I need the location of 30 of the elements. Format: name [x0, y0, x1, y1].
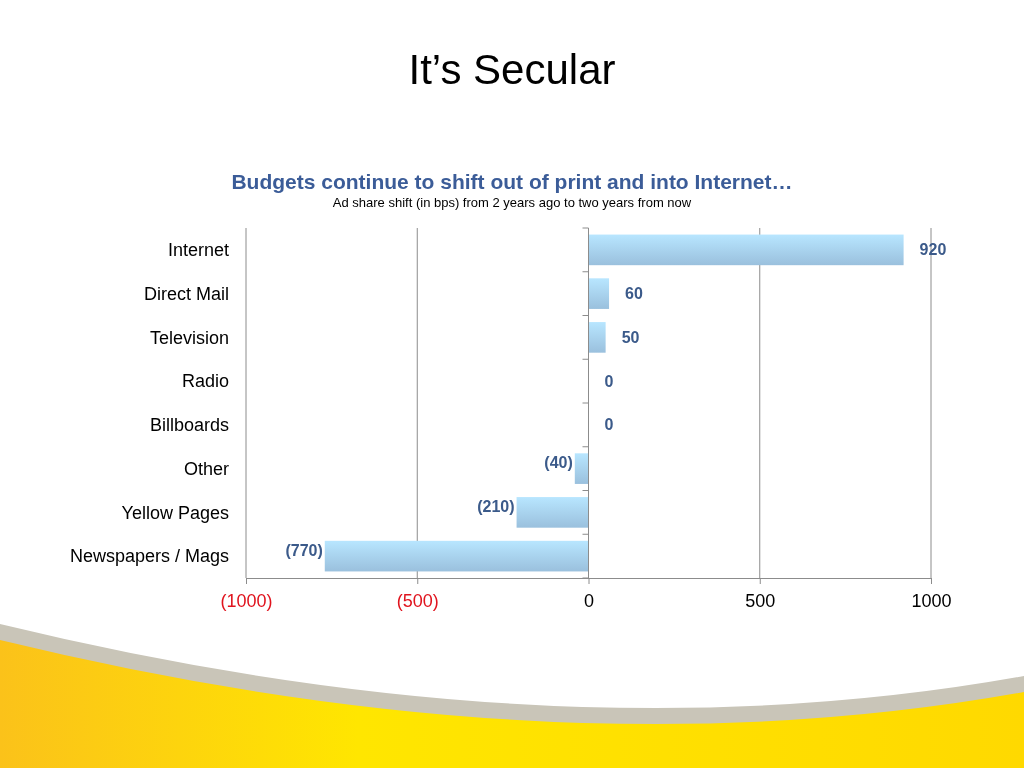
y-tick-label: Television — [149, 327, 229, 348]
y-tick-label: Direct Mail — [143, 283, 229, 304]
data-label: 920 — [919, 241, 947, 259]
data-label: 60 — [625, 285, 643, 303]
chart-subtitle: Budgets continue to shift out of print and into Internet… — [231, 170, 793, 193]
y-tick-label: Newspapers / Mags — [69, 546, 229, 567]
bar — [324, 540, 589, 572]
x-tick-label: (500) — [396, 590, 439, 611]
y-tick-label: Internet — [167, 240, 229, 261]
bar — [574, 453, 589, 484]
data-label: (40) — [544, 454, 573, 472]
chart-title: It’s Secular — [408, 46, 616, 93]
bar — [588, 278, 610, 309]
data-label: (210) — [477, 497, 515, 515]
y-tick-label: Other — [183, 458, 229, 479]
x-tick-label: 0 — [583, 590, 595, 611]
data-label: 0 — [604, 372, 614, 390]
y-tick-label: Radio — [181, 371, 229, 392]
x-tick-label: 1000 — [911, 590, 952, 611]
bar — [516, 497, 589, 528]
x-tick-label: 500 — [745, 590, 776, 611]
data-label: 50 — [621, 328, 640, 346]
bar — [588, 234, 904, 266]
y-tick-label: Billboards — [149, 415, 229, 436]
bar — [588, 322, 606, 353]
y-tick-label: Yellow Pages — [121, 502, 229, 523]
data-label: 0 — [604, 416, 614, 434]
data-label: (770) — [285, 541, 323, 559]
text: Ad share shift (in bps) from 2 years ago to two years from now — [332, 195, 692, 210]
x-tick-label: (1000) — [220, 590, 273, 611]
